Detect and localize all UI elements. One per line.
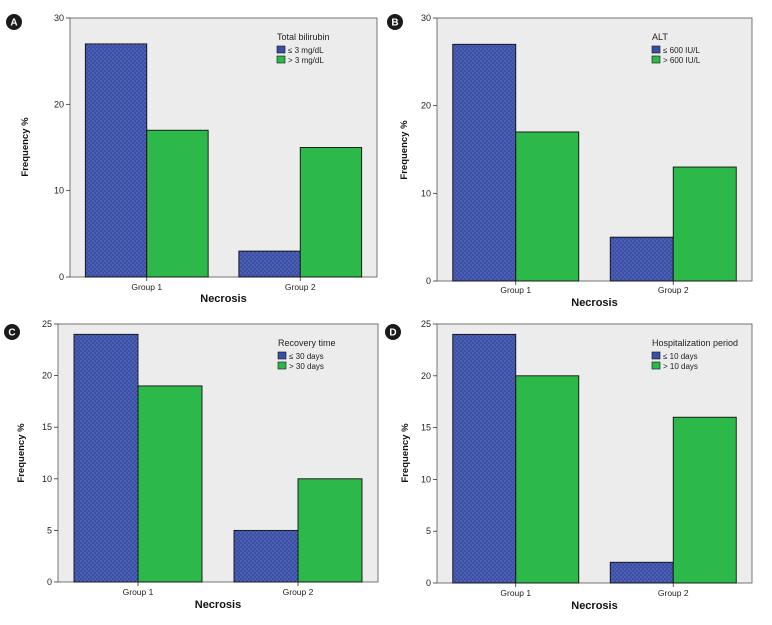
bar-d-gt-1 <box>672 416 737 584</box>
bar-b-le-0 <box>452 43 517 282</box>
panel-a: 0 10 20 30 Group 1 Group 2 Total bilirubin ≤ 3 … <box>6 13 378 305</box>
bar-b-le-1 <box>609 236 674 282</box>
x-axis-label-a: Necrosis <box>200 293 246 305</box>
legend-label-a-1: > 3 mg/dL <box>288 56 324 65</box>
y-axis-label-a: Frequency % <box>20 117 31 177</box>
legend-title-d: Hospitalization period <box>652 338 738 348</box>
y-tick-label-d-10: 10 <box>421 474 431 484</box>
panel-d: 0 5 10 15 20 25 Group 1 Group 2 Hospitalization … <box>385 319 753 612</box>
panel-letter-c: C <box>8 328 15 339</box>
x-axis-label-c: Necrosis <box>195 599 241 611</box>
y-tick-label-a-0: 0 <box>59 272 64 282</box>
y-tick-label-b-10: 10 <box>421 188 431 198</box>
panel-badge-d <box>385 324 401 340</box>
x-tick-label-d-0: Group 1 <box>500 588 531 598</box>
x-tick-label-c-0: Group 1 <box>123 587 154 597</box>
panel-badge-c <box>4 324 20 340</box>
bar-c-le-1 <box>233 529 299 583</box>
x-tick-label-c-1: Group 2 <box>283 587 314 597</box>
legend-label-d-0: ≤ 10 days <box>663 352 698 361</box>
panel-badge-b <box>387 14 403 30</box>
bar-c-gt-0 <box>137 385 203 583</box>
bar-b-gt-1 <box>672 166 737 282</box>
y-axis-label-b: Frequency % <box>399 120 410 180</box>
y-tick-label-d-5: 5 <box>426 526 431 536</box>
legend-label-a-0: ≤ 3 mg/dL <box>288 46 324 55</box>
legend-label-b-0: ≤ 600 IU/L <box>663 46 700 55</box>
legend-swatch-a-0 <box>276 45 286 54</box>
legend-swatch-d-1 <box>651 361 661 370</box>
legend-swatch-a-1 <box>276 55 286 64</box>
y-tick-label-a-20: 20 <box>54 99 64 109</box>
bar-a-le-1 <box>238 250 301 278</box>
y-axis-label-c: Frequency % <box>16 423 27 483</box>
bar-a-le-0 <box>84 43 148 278</box>
legend-label-b-1: > 600 IU/L <box>663 56 701 65</box>
panel-c: 0 5 10 15 20 25 Group 1 Group 2 Recovery time ≤ 3… <box>4 319 379 611</box>
y-tick-label-b-20: 20 <box>421 101 431 111</box>
y-tick-label-d-25: 25 <box>421 319 431 329</box>
panel-badge-a <box>6 14 22 30</box>
legend-swatch-b-0 <box>651 45 661 54</box>
y-tick-label-c-20: 20 <box>42 371 52 381</box>
y-tick-label-c-15: 15 <box>42 422 52 432</box>
bar-c-le-0 <box>73 333 139 583</box>
y-tick-label-c-10: 10 <box>42 474 52 484</box>
legend-swatch-c-1 <box>277 361 287 370</box>
panel-letter-d: D <box>389 328 396 339</box>
y-tick-label-a-10: 10 <box>54 186 64 196</box>
bar-d-le-1 <box>609 561 674 584</box>
panel-letter-b: B <box>391 18 398 29</box>
legend-label-c-1: > 30 days <box>289 362 324 371</box>
y-axis-label-d: Frequency % <box>400 423 411 483</box>
legend-swatch-d-0 <box>651 351 661 360</box>
panel-letter-a: A <box>10 18 17 29</box>
bar-a-gt-0 <box>146 129 209 278</box>
bar-d-le-0 <box>452 333 517 584</box>
legend-title-c: Recovery time <box>278 338 336 348</box>
x-tick-label-b-0: Group 1 <box>500 285 531 295</box>
bar-c-gt-1 <box>297 478 363 583</box>
bar-a-gt-1 <box>299 147 363 278</box>
panel-b: 0 10 20 30 Group 1 Group 2 ALT ≤ 600 IU/L> 600 … <box>387 13 753 309</box>
y-tick-label-d-0: 0 <box>426 578 431 588</box>
legend-title-a: Total bilirubin <box>277 32 330 42</box>
x-axis-label-b: Necrosis <box>571 297 617 309</box>
legend-title-b: ALT <box>652 32 668 42</box>
y-tick-label-a-30: 30 <box>54 13 64 23</box>
y-tick-label-c-25: 25 <box>42 319 52 329</box>
y-tick-label-c-0: 0 <box>47 577 52 587</box>
x-axis-label-d: Necrosis <box>571 600 617 612</box>
y-tick-label-d-15: 15 <box>421 423 431 433</box>
y-tick-label-b-0: 0 <box>426 276 431 286</box>
bar-b-gt-0 <box>515 131 580 282</box>
x-tick-label-b-1: Group 2 <box>658 285 689 295</box>
legend-label-d-1: > 10 days <box>663 362 698 371</box>
y-tick-label-d-20: 20 <box>421 371 431 381</box>
x-tick-label-a-0: Group 1 <box>131 282 162 292</box>
legend-label-c-0: ≤ 30 days <box>289 352 324 361</box>
y-tick-label-c-5: 5 <box>47 525 52 535</box>
legend-swatch-b-1 <box>651 55 661 64</box>
x-tick-label-a-1: Group 2 <box>285 282 316 292</box>
x-tick-label-d-1: Group 2 <box>658 588 689 598</box>
bar-d-gt-0 <box>515 375 580 584</box>
y-tick-label-b-30: 30 <box>421 13 431 23</box>
legend-swatch-c-0 <box>277 351 287 360</box>
